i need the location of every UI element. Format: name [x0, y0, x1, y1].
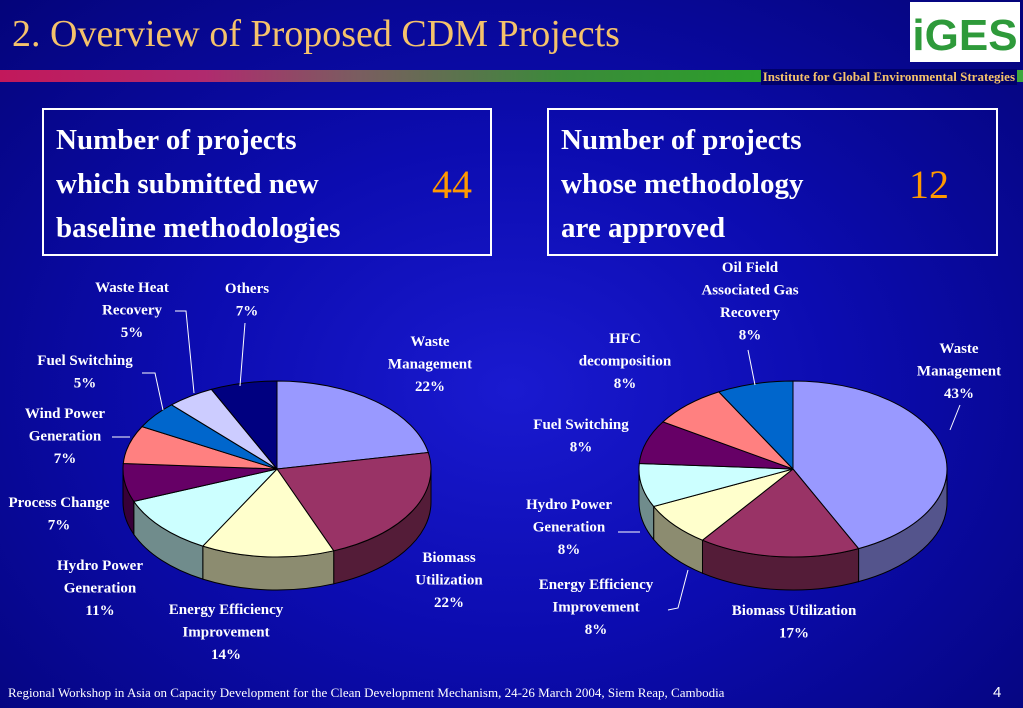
- leader-line: [667, 569, 689, 611]
- leader-line: [747, 349, 756, 386]
- slice-label: Energy Efficiency Improvement 8%: [539, 577, 654, 638]
- slice-label: Energy Efficiency Improvement 14%: [169, 602, 284, 663]
- box-line: whose methodology: [561, 168, 804, 200]
- slice-label: Process Change 7%: [9, 495, 110, 534]
- footer-text: Regional Workshop in Asia on Capacity De…: [8, 685, 725, 700]
- leader-line: [142, 372, 164, 411]
- slice-label: Fuel Switching 8%: [533, 417, 629, 456]
- slice-label: Others 7%: [225, 281, 269, 320]
- slice-label: Oil Field Associated Gas Recovery 8%: [701, 260, 798, 344]
- box-line: are approved: [561, 212, 726, 244]
- slice-label: Wind Power Generation 7%: [25, 406, 105, 467]
- pie-slice: [201, 468, 335, 558]
- pie-slice: [701, 468, 860, 558]
- approved-count: 12: [909, 162, 949, 207]
- pie-slice: [792, 380, 948, 550]
- slice-label: Hydro Power Generation 11%: [57, 558, 143, 619]
- slice-label: Biomass Utilization 22%: [415, 550, 483, 611]
- logo-text: iGES: [912, 11, 1017, 60]
- slice-label: Fuel Switching 5%: [37, 353, 133, 392]
- page-number: 4: [993, 684, 1002, 701]
- pie-slice: [276, 380, 429, 470]
- leader-line: [949, 404, 961, 431]
- box-line: Number of projects: [56, 124, 297, 156]
- box-line: baseline methodologies: [56, 212, 341, 244]
- slice-label: Biomass Utilization 17%: [732, 603, 857, 642]
- pie-chart-2: Waste Management 43% Biomass Utilization 17%…: [526, 260, 1001, 642]
- pie-slice: [210, 380, 278, 471]
- pie-slice: [276, 451, 432, 552]
- approved-box-text: Number of projects whose methodology are…: [561, 118, 803, 250]
- box-line: Number of projects: [561, 124, 802, 156]
- submitted-box-text: Number of projects which submitted new b…: [56, 118, 340, 250]
- leader-line: [239, 322, 246, 387]
- submitted-count: 44: [432, 162, 472, 207]
- slice-label: Hydro Power Generation 8%: [526, 497, 612, 558]
- box-line: which submitted new: [56, 168, 319, 200]
- slice-label: Waste Heat Recovery 5%: [95, 280, 169, 341]
- pie-chart-1: Waste Management 22% Biomass Utilization 22% E…: [9, 280, 484, 663]
- slice-label: Waste Management 43%: [917, 341, 1001, 402]
- institute-name: Institute for Global Environmental Strat…: [760, 69, 1017, 85]
- slide-title: 2. Overview of Proposed CDM Projects: [12, 13, 620, 55]
- submitted-methodologies-box: Number of projects which submitted new b…: [42, 108, 492, 256]
- leader-line: [175, 310, 195, 394]
- slice-label: Waste Management 22%: [388, 334, 472, 395]
- iges-logo: iGES: [910, 2, 1020, 62]
- pie-slice: [132, 468, 279, 547]
- slice-label: HFC decomposition 8%: [579, 331, 672, 392]
- approved-methodologies-box: Number of projects whose methodology are…: [547, 108, 998, 256]
